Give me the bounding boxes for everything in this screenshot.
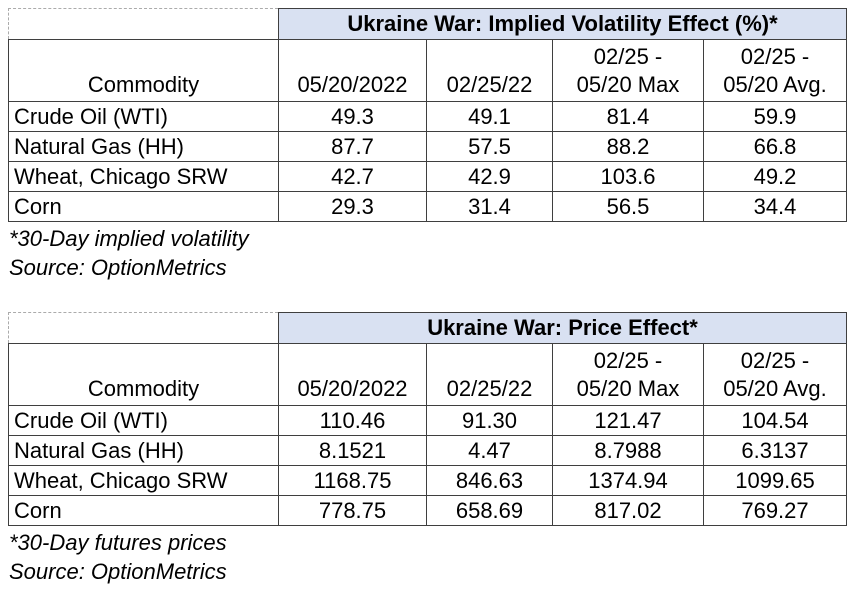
page: Ukraine War: Implied Volatility Effect (… (0, 8, 850, 597)
value-cell: 846.63 (426, 465, 553, 497)
commodity-column-header: Commodity (8, 343, 279, 407)
commodity-cell: Wheat, Chicago SRW (8, 161, 279, 192)
value-cell: 658.69 (426, 495, 553, 527)
value-cell: 110.46 (278, 405, 427, 437)
commodity-cell: Natural Gas (HH) (8, 131, 279, 162)
value-cell: 31.4 (426, 191, 553, 222)
commodity-cell: Natural Gas (HH) (8, 435, 279, 467)
value-cell: 6.3137 (703, 435, 847, 467)
value-cell: 1374.94 (552, 465, 704, 497)
value-cell: 1168.75 (278, 465, 427, 497)
source-note: Source: OptionMetrics (9, 254, 227, 280)
value-cell: 817.02 (552, 495, 704, 527)
commodity-cell: Wheat, Chicago SRW (8, 465, 279, 497)
table-title: Ukraine War: Price Effect* (278, 312, 847, 345)
table-row: Crude Oil (WTI) 49.3 49.1 81.4 59.9 (8, 101, 847, 132)
header-row: Commodity 05/20/2022 02/25/22 02/25 - 05… (8, 39, 847, 102)
table-row: Wheat, Chicago SRW 42.7 42.9 103.6 49.2 (8, 161, 847, 192)
value-cell: 49.3 (278, 101, 427, 132)
commodity-cell: Corn (8, 495, 279, 527)
value-cell: 49.2 (703, 161, 847, 192)
value-cell: 29.3 (278, 191, 427, 222)
value-cell: 42.9 (426, 161, 553, 192)
value-cell: 59.9 (703, 101, 847, 132)
price-effect-table: Ukraine War: Price Effect* Commodity 05/… (8, 312, 847, 527)
commodity-cell: Crude Oil (WTI) (8, 405, 279, 437)
column-header-4: 02/25 - 05/20 Avg. (703, 39, 847, 102)
value-cell: 8.7988 (552, 435, 704, 467)
commodity-cell: Crude Oil (WTI) (8, 101, 279, 132)
footnote: *30-Day implied volatility (9, 226, 249, 251)
commodity-column-header: Commodity (8, 39, 279, 102)
header-row: Commodity 05/20/2022 02/25/22 02/25 - 05… (8, 343, 847, 407)
empty-corner-cell (8, 312, 279, 345)
column-header-1: 05/20/2022 (278, 343, 427, 407)
value-cell: 49.1 (426, 101, 553, 132)
table-title: Ukraine War: Implied Volatility Effect (… (278, 8, 847, 40)
table-row: Crude Oil (WTI) 110.46 91.30 121.47 104.… (8, 405, 847, 437)
column-header-1: 05/20/2022 (278, 39, 427, 102)
source-note: Source: OptionMetrics (9, 558, 227, 584)
implied-volatility-table: Ukraine War: Implied Volatility Effect (… (8, 8, 847, 222)
empty-corner-cell (8, 8, 279, 40)
column-header-3: 02/25 - 05/20 Max (552, 343, 704, 407)
value-cell: 66.8 (703, 131, 847, 162)
column-header-4: 02/25 - 05/20 Avg. (703, 343, 847, 407)
table-row: Natural Gas (HH) 87.7 57.5 88.2 66.8 (8, 131, 847, 162)
value-cell: 4.47 (426, 435, 553, 467)
value-cell: 81.4 (552, 101, 704, 132)
footnote: *30-Day futures prices (9, 530, 227, 556)
value-cell: 88.2 (552, 131, 704, 162)
footnotes-block-2: *30-Day futures prices Source: OptionMet… (9, 529, 850, 586)
value-cell: 8.1521 (278, 435, 427, 467)
table-row: Natural Gas (HH) 8.1521 4.47 8.7988 6.31… (8, 435, 847, 467)
value-cell: 103.6 (552, 161, 704, 192)
footnotes-block-1: *30-Day implied volatility Source: Optio… (9, 225, 850, 282)
value-cell: 778.75 (278, 495, 427, 527)
value-cell: 121.47 (552, 405, 704, 437)
column-header-2: 02/25/22 (426, 343, 553, 407)
table-row: Corn 778.75 658.69 817.02 769.27 (8, 495, 847, 527)
commodity-cell: Corn (8, 191, 279, 222)
value-cell: 57.5 (426, 131, 553, 162)
title-row: Ukraine War: Implied Volatility Effect (… (8, 8, 847, 40)
value-cell: 1099.65 (703, 465, 847, 497)
value-cell: 104.54 (703, 405, 847, 437)
table-row: Corn 29.3 31.4 56.5 34.4 (8, 191, 847, 222)
column-header-2: 02/25/22 (426, 39, 553, 102)
title-row: Ukraine War: Price Effect* (8, 312, 847, 345)
table-row: Wheat, Chicago SRW 1168.75 846.63 1374.9… (8, 465, 847, 497)
value-cell: 42.7 (278, 161, 427, 192)
value-cell: 91.30 (426, 405, 553, 437)
value-cell: 769.27 (703, 495, 847, 527)
value-cell: 34.4 (703, 191, 847, 222)
value-cell: 87.7 (278, 131, 427, 162)
column-header-3: 02/25 - 05/20 Max (552, 39, 704, 102)
value-cell: 56.5 (552, 191, 704, 222)
